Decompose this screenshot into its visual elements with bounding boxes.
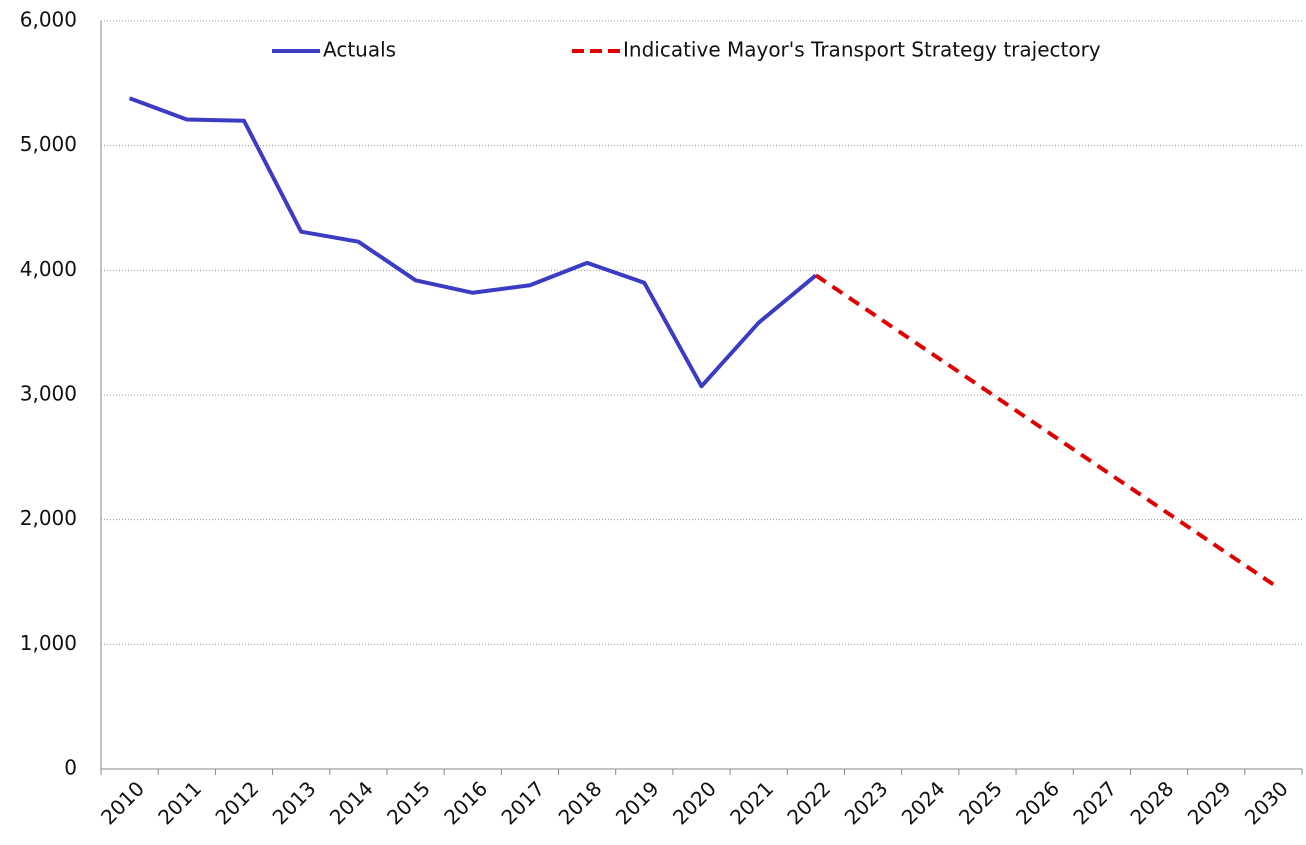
legend-label: Actuals	[323, 38, 396, 62]
x-tick-label: 2027	[1068, 776, 1121, 829]
x-tick-label: 2021	[725, 776, 778, 829]
y-tick-label: 3,000	[20, 382, 77, 406]
x-tick-label: 2018	[554, 776, 607, 829]
x-tick-label: 2028	[1125, 776, 1178, 829]
x-tick-label: 2016	[439, 776, 492, 829]
series-line	[128, 96, 818, 389]
legend-label: Indicative Mayor's Transport Strategy tr…	[623, 38, 1101, 62]
y-tick-label: 0	[64, 756, 77, 780]
x-tick-label: 2030	[1240, 776, 1293, 829]
x-tick-label: 2015	[382, 776, 435, 829]
x-tick-label: 2020	[668, 776, 721, 829]
x-tick-label: 2017	[496, 776, 549, 829]
x-tick-label: 2023	[840, 776, 893, 829]
x-tick-label: 2012	[210, 776, 263, 829]
x-tick-label: 2011	[153, 776, 206, 829]
x-tick-label: 2013	[268, 776, 321, 829]
y-tick-label: 1,000	[20, 631, 77, 655]
y-tick-label: 5,000	[20, 132, 77, 156]
x-tick-label: 2029	[1183, 776, 1236, 829]
x-tick-label: 2025	[954, 776, 1007, 829]
x-tick-label: 2022	[782, 776, 835, 829]
series-line	[814, 273, 1275, 587]
x-tick-label: 2010	[96, 776, 149, 829]
x-tick-label: 2014	[325, 776, 378, 829]
x-tick-label: 2024	[897, 776, 950, 829]
y-tick-label: 6,000	[20, 8, 77, 32]
x-tick-label: 2026	[1011, 776, 1064, 829]
x-tick-label: 2019	[611, 776, 664, 829]
y-tick-label: 4,000	[20, 257, 77, 281]
y-tick-label: 2,000	[20, 506, 77, 530]
